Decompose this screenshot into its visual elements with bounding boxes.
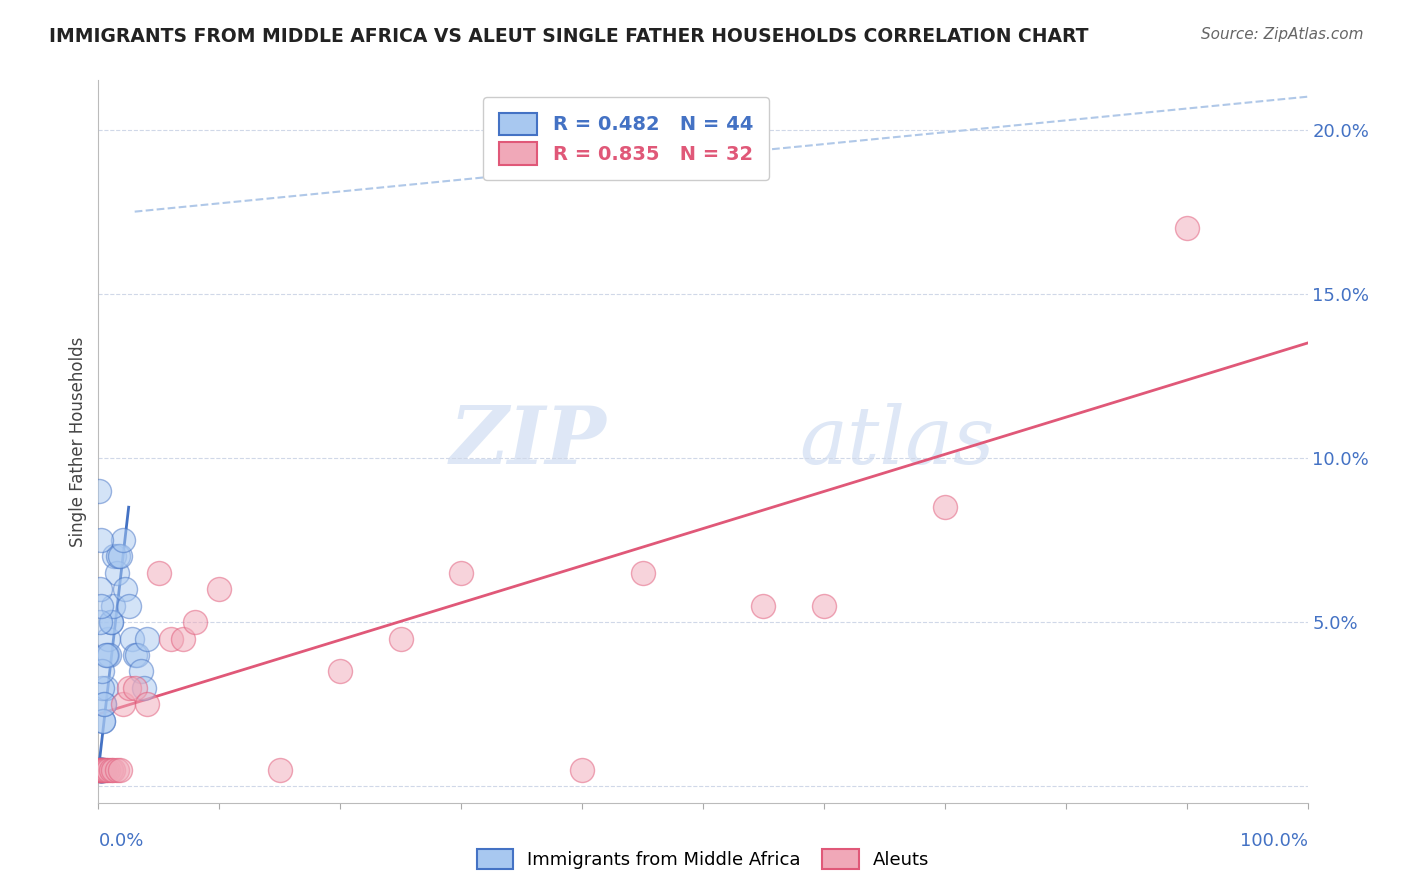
Point: [93, 698, 115, 712]
Point: [90, 533, 112, 547]
Point: [269, 763, 291, 777]
Point: [89, 763, 111, 777]
Text: 100.0%: 100.0%: [1240, 831, 1308, 850]
Point: [91, 763, 114, 777]
Point: [93, 763, 115, 777]
Point: [93, 698, 115, 712]
Point: [118, 681, 141, 695]
Point: [90, 763, 112, 777]
Point: [813, 599, 835, 613]
Point: [100, 763, 122, 777]
Point: [91, 763, 114, 777]
Point: [134, 681, 156, 695]
Point: [91, 763, 114, 777]
Point: [121, 632, 143, 646]
Point: [160, 632, 183, 646]
Point: [91, 681, 114, 695]
Point: [571, 763, 593, 777]
Text: Source: ZipAtlas.com: Source: ZipAtlas.com: [1201, 27, 1364, 42]
Legend: R = 0.482   N = 44, R = 0.835   N = 32: R = 0.482 N = 44, R = 0.835 N = 32: [484, 97, 769, 180]
Point: [97, 763, 120, 777]
Point: [94, 763, 117, 777]
Point: [127, 648, 149, 662]
Point: [94, 681, 117, 695]
Point: [114, 582, 136, 597]
Point: [631, 566, 654, 580]
Point: [96, 648, 118, 662]
Point: [89, 763, 111, 777]
Text: 0.0%: 0.0%: [98, 831, 143, 850]
Point: [105, 566, 128, 580]
Point: [89, 763, 111, 777]
Point: [752, 599, 775, 613]
Point: [329, 665, 352, 679]
Point: [107, 549, 129, 564]
Point: [100, 615, 122, 630]
Point: [101, 599, 124, 613]
Point: [208, 582, 231, 597]
Point: [91, 763, 114, 777]
Y-axis label: Single Father Households: Single Father Households: [69, 336, 87, 547]
Legend: Immigrants from Middle Africa, Aleuts: Immigrants from Middle Africa, Aleuts: [468, 839, 938, 879]
Point: [89, 615, 111, 630]
Point: [111, 533, 134, 547]
Point: [108, 549, 131, 564]
Point: [124, 648, 146, 662]
Point: [118, 599, 141, 613]
Point: [389, 632, 412, 646]
Point: [89, 763, 111, 777]
Point: [129, 665, 152, 679]
Point: [100, 615, 122, 630]
Point: [148, 566, 170, 580]
Point: [90, 599, 112, 613]
Point: [105, 763, 128, 777]
Point: [111, 698, 134, 712]
Text: atlas: atlas: [800, 403, 995, 480]
Point: [124, 681, 146, 695]
Text: IMMIGRANTS FROM MIDDLE AFRICA VS ALEUT SINGLE FATHER HOUSEHOLDS CORRELATION CHAR: IMMIGRANTS FROM MIDDLE AFRICA VS ALEUT S…: [49, 27, 1088, 45]
Point: [87, 763, 110, 777]
Point: [90, 763, 112, 777]
Point: [87, 763, 110, 777]
Point: [184, 615, 207, 630]
Point: [108, 763, 131, 777]
Point: [91, 763, 114, 777]
Point: [97, 632, 120, 646]
Point: [93, 763, 115, 777]
Point: [103, 549, 125, 564]
Point: [450, 566, 472, 580]
Point: [1175, 221, 1198, 235]
Point: [172, 632, 194, 646]
Point: [91, 714, 114, 728]
Point: [91, 763, 114, 777]
Point: [90, 763, 112, 777]
Point: [89, 763, 111, 777]
Point: [135, 698, 157, 712]
Point: [98, 648, 121, 662]
Point: [135, 632, 157, 646]
Point: [91, 665, 114, 679]
Point: [94, 648, 117, 662]
Point: [934, 500, 956, 515]
Point: [89, 582, 111, 597]
Point: [91, 714, 114, 728]
Point: [101, 763, 124, 777]
Point: [87, 483, 110, 498]
Point: [90, 763, 112, 777]
Text: ZIP: ZIP: [450, 403, 606, 480]
